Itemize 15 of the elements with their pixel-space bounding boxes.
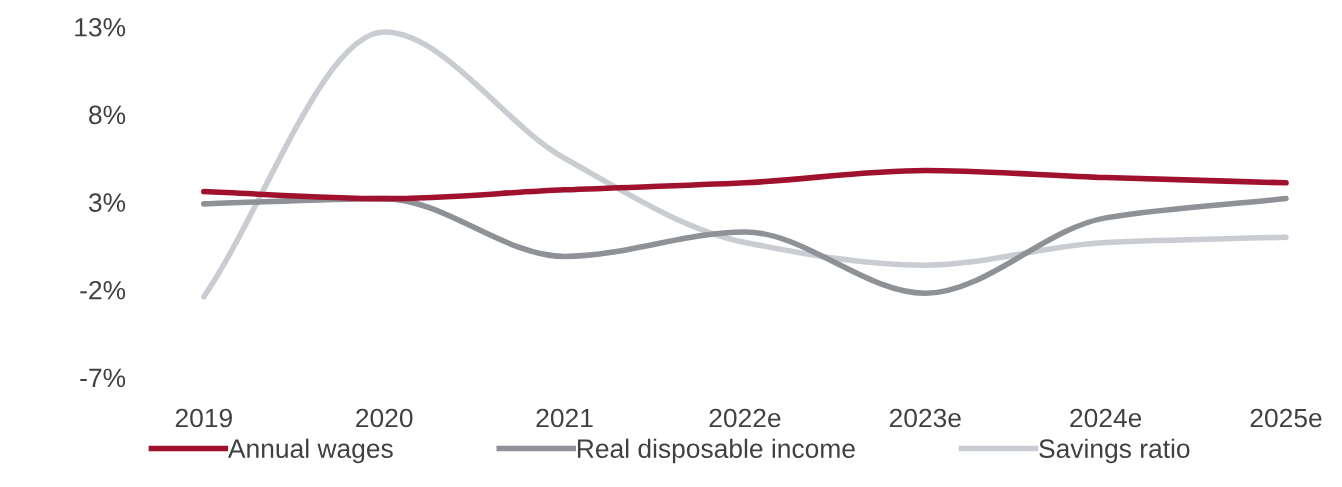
x-tick-label: 2024e — [1070, 408, 1142, 428]
x-tick-label: 2021 — [536, 408, 593, 428]
legend-label: Savings ratio — [1039, 438, 1190, 464]
x-tick-label: 2025e — [1250, 408, 1322, 428]
x-tick-label: 2022e — [709, 408, 781, 428]
y-tick-label: -7% — [80, 368, 126, 388]
y-tick-label: -2% — [80, 280, 126, 300]
legend-label: Annual wages — [228, 438, 393, 464]
x-tick-label: 2019 — [175, 408, 232, 428]
y-tick-label: 3% — [88, 193, 126, 212]
x-tick-label: 2023e — [889, 408, 961, 428]
y-tick-label: 13% — [75, 17, 126, 37]
legend-label: Real disposable income — [577, 438, 855, 464]
y-tick-label: 8% — [89, 105, 126, 125]
x-tick-label: 2020 — [356, 408, 413, 428]
